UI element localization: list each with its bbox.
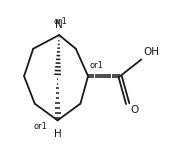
- Text: or1: or1: [90, 61, 104, 70]
- Text: OH: OH: [143, 47, 159, 57]
- Text: H: H: [54, 129, 61, 139]
- Text: or1: or1: [53, 17, 67, 26]
- Text: N: N: [55, 20, 63, 30]
- Text: O: O: [130, 105, 138, 115]
- Text: or1: or1: [33, 122, 47, 131]
